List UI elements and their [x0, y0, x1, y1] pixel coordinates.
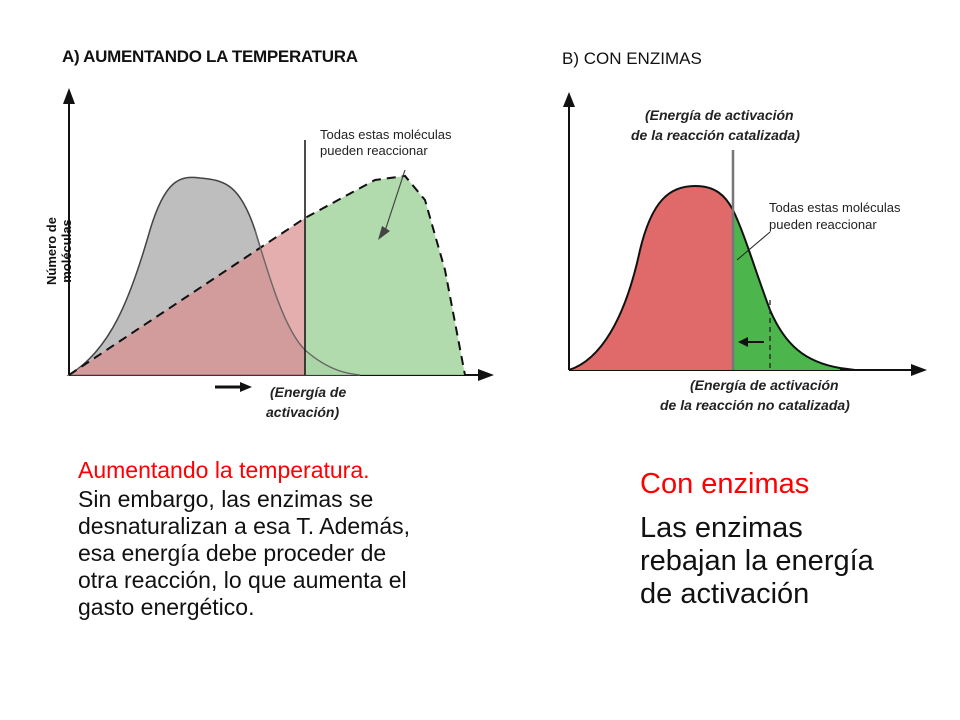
- panel-a-y-label: Número de moléculas: [44, 217, 74, 285]
- panel-a-annotation: Todas estas moléculas pueden reaccionar: [320, 127, 490, 159]
- panel-b-top-label-line2: de la reacción catalizada): [631, 127, 800, 143]
- right-text-block: Con enzimas Las enzimas rebajan la energ…: [640, 466, 940, 611]
- panel-b-green-region: [733, 210, 840, 370]
- panel-a-x-arrow: [478, 369, 494, 381]
- left-line-2: desnaturalizan a esa T. Además,: [78, 513, 411, 539]
- right-line-2: rebajan la energía: [640, 545, 874, 577]
- panel-b-top-label-line1: (Energía de activación: [645, 107, 794, 123]
- panel-b-red-region: [569, 186, 733, 370]
- panel-a-y-arrow: [63, 88, 75, 104]
- left-line-3: esa energía debe proceder de: [78, 540, 387, 566]
- left-line-5: gasto energético.: [78, 594, 255, 620]
- panel-b-annotation-leader: [736, 231, 771, 261]
- panel-b-chart: [563, 92, 927, 376]
- right-line-3: de activación: [640, 578, 810, 610]
- right-line-1: Las enzimas: [640, 512, 803, 544]
- panel-a-annotation-arrow: [383, 169, 406, 235]
- panel-b-annotation-line2: pueden reaccionar: [769, 217, 877, 232]
- panel-b-bell-curve: [568, 184, 856, 371]
- panel-a-title: A) AUMENTANDO LA TEMPERATURA: [62, 47, 358, 66]
- panel-b-y-arrow: [563, 92, 575, 107]
- panel-b-annotation-line1: Todas estas moléculas: [769, 200, 901, 215]
- panel-b-x-arrow: [911, 364, 927, 376]
- panel-a-green-region: [305, 176, 465, 375]
- panel-a-annotation-arrowhead: [378, 226, 390, 240]
- panel-a-shift-arrowhead: [240, 382, 252, 392]
- left-line-4: otra reacción, lo que aumenta el: [78, 567, 407, 593]
- panel-a-dashed-curve: [68, 174, 466, 376]
- panel-b-shift-arrowhead: [738, 337, 748, 347]
- left-line-1: Sin embargo, las enzimas se: [78, 486, 374, 512]
- right-heading: Con enzimas: [640, 468, 810, 500]
- panel-b-bottom-label-line2: de la reacción no catalizada): [660, 397, 850, 413]
- panel-a-annotation-text: Todas estas moléculas pueden reaccionar: [320, 127, 452, 158]
- panel-a-chart: [63, 88, 494, 392]
- panel-a-grey-tail: [254, 229, 361, 376]
- left-heading: Aumentando la temperatura.: [78, 457, 370, 483]
- panel-a-x-label-line1: (Energía de: [270, 384, 347, 400]
- panel-b-title: B) CON ENZIMAS: [562, 49, 702, 68]
- panel-b-bottom-label-line1: (Energía de activación: [690, 377, 839, 393]
- panel-a-x-label-line2: activación): [266, 404, 340, 420]
- left-text-block: Aumentando la temperatura. Sin embargo, …: [78, 456, 518, 619]
